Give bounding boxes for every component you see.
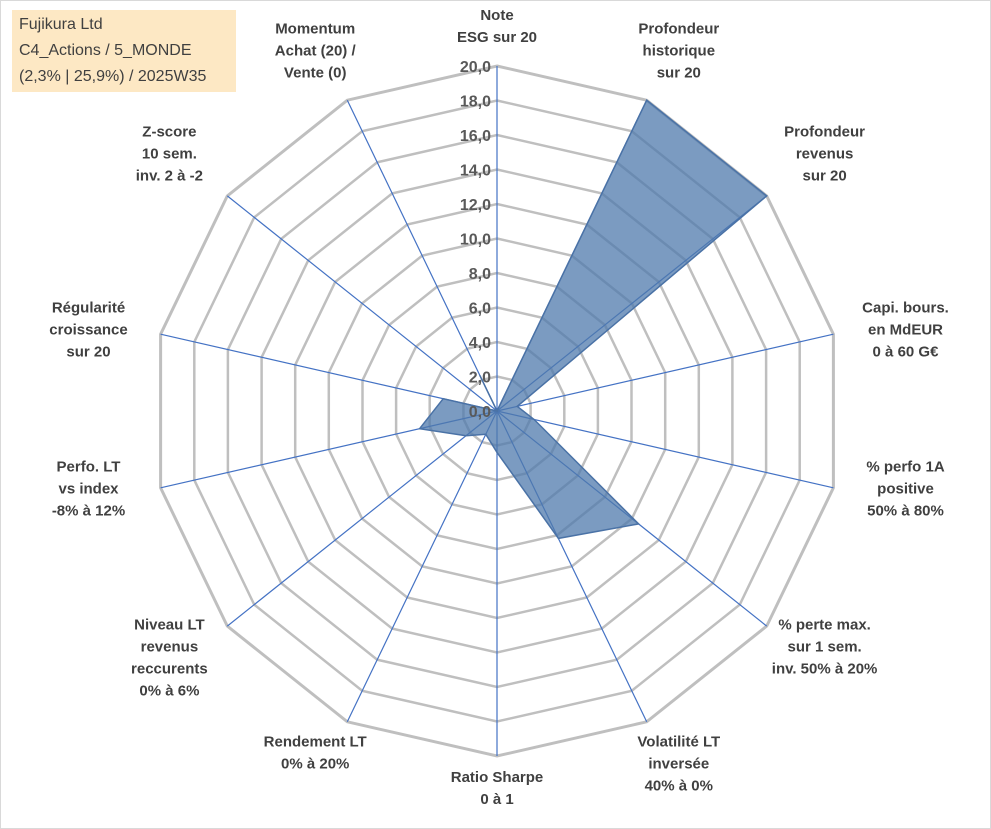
axis-label-line: Vente (0)	[284, 64, 347, 81]
tick-label: 2,0	[469, 370, 491, 387]
axis-label-line: Rendement LT	[264, 734, 367, 751]
axis-spoke	[496, 333, 834, 412]
axis-label-line: Achat (20) /	[275, 42, 357, 59]
axis-label-line: Niveau LT	[134, 617, 205, 634]
axis-label-line: 0 à 1	[480, 791, 513, 808]
info-portfolio: C4_Actions / 5_MONDE	[19, 42, 192, 59]
axis-label-line: Perfo. LT	[57, 458, 121, 475]
axis-label-line: ESG sur 20	[457, 29, 537, 46]
axis-label: Niveau LT revenus reccurents 0% à 6%	[131, 617, 208, 700]
axis-label: Z-score 10 sem. inv. 2 à -2	[136, 123, 203, 184]
tick-label: 8,0	[469, 266, 491, 283]
axis-label-line: 0 à 60 G€	[873, 344, 940, 361]
axis-spoke	[160, 333, 498, 412]
axis-label: Perfo. LT vs index -8% à 12%	[52, 458, 125, 519]
axis-label: Capi. bours. en MdEUR 0 à 60 G€	[862, 300, 949, 361]
axis-label: Rendement LT 0% à 20%	[264, 734, 367, 773]
axis-label: Profondeur revenus sur 20	[784, 123, 865, 184]
axis-label-line: sur 1 sem.	[787, 639, 861, 656]
axis-label-line: Z-score	[142, 123, 196, 140]
axis-label-line: 0% à 6%	[139, 683, 199, 700]
axis-label-line: Profondeur	[784, 123, 865, 140]
axis-label-line: % perfo 1A	[866, 458, 945, 475]
axis-label-line: Capi. bours.	[862, 300, 949, 317]
axis-label-line: sur 20	[657, 64, 701, 81]
axis-label: Note ESG sur 20	[457, 7, 537, 46]
tick-label: 10,0	[460, 232, 491, 249]
axis-spoke	[346, 410, 498, 723]
axis-label-line: Momentum	[275, 20, 355, 37]
axis-label-line: Ratio Sharpe	[451, 769, 544, 786]
tick-label: 6,0	[469, 301, 491, 318]
axis-label-line: sur 20	[802, 167, 846, 184]
info-stats: (2,3% | 25,9%) / 2025W35	[19, 68, 207, 85]
axis-label: Volatilité LT inversée 40% à 0%	[637, 734, 720, 795]
axis-label-line: sur 20	[66, 344, 110, 361]
axis-label-line: -8% à 12%	[52, 502, 125, 519]
tick-label: 18,0	[460, 94, 491, 111]
axis-label: % perte max. sur 1 sem. inv. 50% à 20%	[772, 617, 878, 678]
tick-label: 4,0	[469, 335, 491, 352]
axis-label-line: 10 sem.	[142, 145, 197, 162]
axis-label-line: croissance	[49, 322, 127, 339]
tick-labels: 0,0 2,0 4,0 6,0 8,0 10,0 12,0 14,0 16,0 18,0 20,0	[460, 59, 491, 421]
axis-label-line: % perte max.	[778, 617, 871, 634]
axis-label: Momentum Achat (20) / Vente (0)	[275, 20, 357, 81]
axis-label-line: 50% à 80%	[867, 502, 944, 519]
series-area	[418, 99, 768, 540]
axis-spoke	[346, 99, 498, 412]
axis-label-line: 40% à 0%	[645, 778, 713, 795]
axis-spoke	[226, 410, 498, 627]
axis-label-line: inversée	[648, 756, 709, 773]
tick-label: 20,0	[460, 59, 491, 76]
axis-label-line: Profondeur	[638, 20, 719, 37]
axis-label-line: reccurents	[131, 661, 208, 678]
axis-label-line: en MdEUR	[868, 322, 943, 339]
axis-label-line: positive	[877, 480, 934, 497]
axis-label-line: inv. 2 à -2	[136, 167, 203, 184]
info-company-name: Fujikura Ltd	[19, 16, 103, 33]
axis-label-line: revenus	[141, 639, 199, 656]
axis-labels: Note ESG sur 20 Profondeur historique sur 20…	[49, 7, 949, 808]
axis-label-line: inv. 50% à 20%	[772, 661, 878, 678]
axis-label-line: Note	[480, 7, 513, 24]
axis-label-line: 0% à 20%	[281, 756, 349, 773]
info-box: Fujikura Ltd C4_Actions / 5_MONDE (2,3% …	[12, 10, 236, 92]
axis-label-line: Volatilité LT	[637, 734, 720, 751]
axis-spoke	[496, 410, 834, 489]
axis-spoke	[226, 195, 498, 412]
series-polygon	[418, 99, 768, 540]
axis-label-line: revenus	[796, 145, 854, 162]
tick-label: 14,0	[460, 163, 491, 180]
axis-label-line: historique	[643, 42, 716, 59]
axis-label: Régularité croissance sur 20	[49, 300, 127, 361]
axis-label: % perfo 1A positive 50% à 80%	[866, 458, 945, 519]
axis-label: Ratio Sharpe 0 à 1	[451, 769, 544, 808]
axis-label: Profondeur historique sur 20	[638, 20, 719, 81]
tick-label: 16,0	[460, 128, 491, 145]
axis-label-line: Régularité	[52, 300, 125, 317]
tick-label: 0,0	[469, 404, 491, 421]
axis-label-line: vs index	[58, 480, 119, 497]
tick-label: 12,0	[460, 197, 491, 214]
